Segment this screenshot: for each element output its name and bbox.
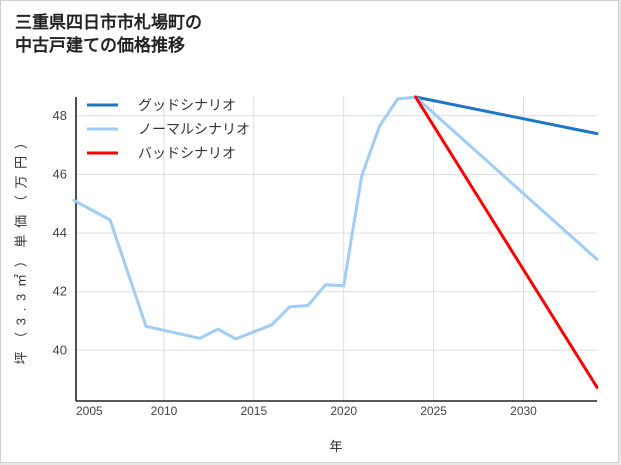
- svg-text:2030: 2030: [510, 404, 537, 418]
- svg-text:2025: 2025: [420, 404, 447, 418]
- svg-text:42: 42: [53, 284, 67, 299]
- svg-text:グッドシナリオ: グッドシナリオ: [138, 97, 236, 113]
- svg-text:44: 44: [53, 225, 67, 240]
- svg-text:2005: 2005: [76, 404, 103, 418]
- svg-text:48: 48: [53, 108, 67, 123]
- svg-text:46: 46: [53, 166, 67, 181]
- svg-text:40: 40: [53, 342, 67, 357]
- svg-text:2010: 2010: [151, 404, 178, 418]
- svg-text:ノーマルシナリオ: ノーマルシナリオ: [138, 121, 250, 137]
- svg-text:2015: 2015: [240, 404, 267, 418]
- svg-text:バッドシナリオ: バッドシナリオ: [138, 145, 236, 161]
- svg-text:年: 年: [329, 439, 342, 454]
- svg-text:2020: 2020: [330, 404, 357, 418]
